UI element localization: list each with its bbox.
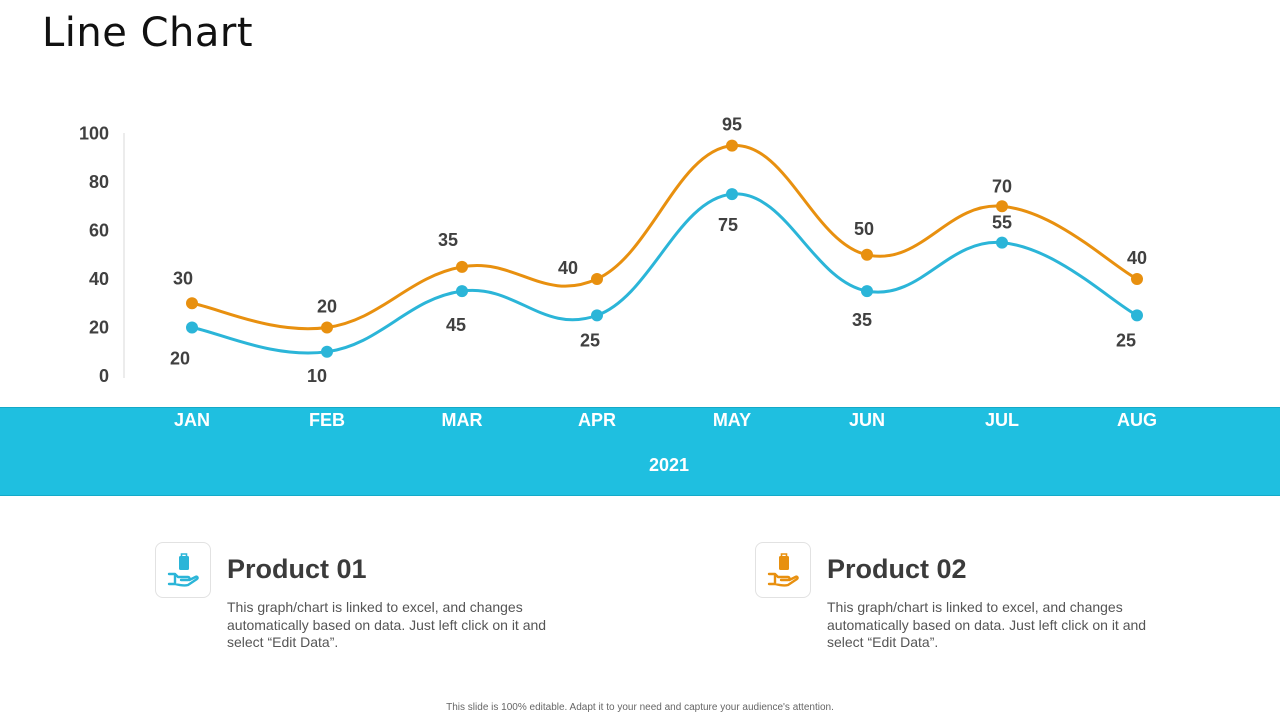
product-02-title: Product 02 <box>827 554 967 584</box>
series-2-data-label-aug: 40 <box>1127 248 1147 268</box>
series-2-data-label-jan: 30 <box>173 268 193 288</box>
series-1-point-apr <box>591 309 603 322</box>
x-tick-label-apr: APR <box>578 410 616 430</box>
series-1-point-feb <box>321 345 333 358</box>
hand-holding-bag-icon <box>767 553 799 587</box>
line-chart: 0 20 40 60 80 100 JAN FEB MAR APR MAY JUN JUL AUG 20… <box>79 115 1157 475</box>
x-axis-band <box>0 407 1280 496</box>
x-axis-label: 2021 <box>649 455 689 475</box>
series-2-data-label-feb: 20 <box>317 297 337 317</box>
series-2-point-jul <box>996 200 1008 213</box>
x-tick-label-jan: JAN <box>174 410 210 430</box>
y-tick-label-80: 80 <box>89 172 109 192</box>
series-1-point-jul <box>996 236 1008 249</box>
series-1-point-jan <box>186 321 198 334</box>
x-tick-label-may: MAY <box>713 410 751 430</box>
series-2-data-label-jun: 50 <box>854 219 874 239</box>
product-02-description: This graph/chart is linked to excel, and… <box>827 599 1147 650</box>
series-2-data-label-mar: 35 <box>438 230 458 250</box>
series-1-data-label-apr: 25 <box>580 330 600 350</box>
product-01-title: Product 01 <box>227 554 367 584</box>
product-01-icon-box <box>155 542 211 598</box>
x-tick-label-mar: MAR <box>442 410 483 430</box>
x-tick-label-jul: JUL <box>985 410 1019 430</box>
series-2-point-jan <box>186 297 198 310</box>
series-2-point-aug <box>1131 273 1143 285</box>
hand-holding-bag-icon <box>167 553 199 587</box>
series-2-point-may <box>726 139 738 152</box>
series-2-point-mar <box>456 260 468 273</box>
y-tick-label-100: 100 <box>79 124 109 144</box>
series-1-point-may <box>726 188 738 201</box>
y-tick-label-0: 0 <box>99 366 109 386</box>
series-1-point-mar <box>456 285 468 298</box>
series-1-data-label-jul: 55 <box>992 213 1012 233</box>
y-tick-label-40: 40 <box>89 269 109 289</box>
series-2-point-apr <box>591 273 603 285</box>
footer-note: This slide is 100% editable. Adapt it to… <box>446 702 834 713</box>
series-1-data-label-aug: 25 <box>1116 330 1136 350</box>
series-2-data-label-may: 95 <box>722 115 742 135</box>
page-title: Line Chart <box>42 10 253 56</box>
series-1-data-label-mar: 45 <box>446 315 466 335</box>
product-01-description: This graph/chart is linked to excel, and… <box>227 599 547 650</box>
series-1-point-aug <box>1131 309 1143 322</box>
x-tick-label-jun: JUN <box>849 410 885 430</box>
series-2-data-label-apr: 40 <box>558 258 578 278</box>
series-2-line <box>190 144 1139 331</box>
series-2-data-label-jul: 70 <box>992 176 1012 196</box>
series-2-point-feb <box>321 321 333 334</box>
series-1-data-label-jun: 35 <box>852 310 872 330</box>
series-1-data-label-may: 75 <box>718 215 738 235</box>
series-1-point-jun <box>861 285 873 298</box>
series-1-data-label-feb: 10 <box>307 366 327 386</box>
x-tick-label-aug: AUG <box>1117 410 1157 430</box>
series-1-line <box>190 192 1139 355</box>
y-tick-label-20: 20 <box>89 318 109 338</box>
series-2-point-jun <box>861 248 873 261</box>
x-tick-label-feb: FEB <box>309 410 345 430</box>
product-02-icon-box <box>755 542 811 598</box>
y-tick-label-60: 60 <box>89 221 109 241</box>
series-1-data-label-jan: 20 <box>170 349 190 369</box>
